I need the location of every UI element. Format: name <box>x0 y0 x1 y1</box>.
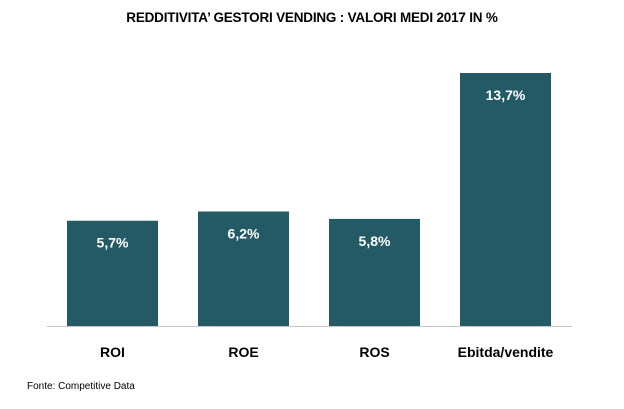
bar-roi <box>67 220 158 326</box>
data-label: 6,2% <box>228 226 260 242</box>
category-label: ROE <box>228 344 258 360</box>
category-label: Ebitda/vendite <box>458 344 554 360</box>
category-label: ROS <box>359 344 389 360</box>
category-label: ROI <box>100 344 125 360</box>
data-label: 5,8% <box>359 233 391 249</box>
chart-title: REDDITIVITA’ GESTORI VENDING : VALORI ME… <box>126 10 498 25</box>
source-note: Fonte: Competitive Data <box>27 381 135 392</box>
bar-roe <box>198 211 289 326</box>
data-label: 5,7% <box>97 235 129 251</box>
bar-ebitda-vendite <box>460 73 551 326</box>
bar-ros <box>329 218 420 326</box>
data-label: 13,7% <box>486 87 526 103</box>
